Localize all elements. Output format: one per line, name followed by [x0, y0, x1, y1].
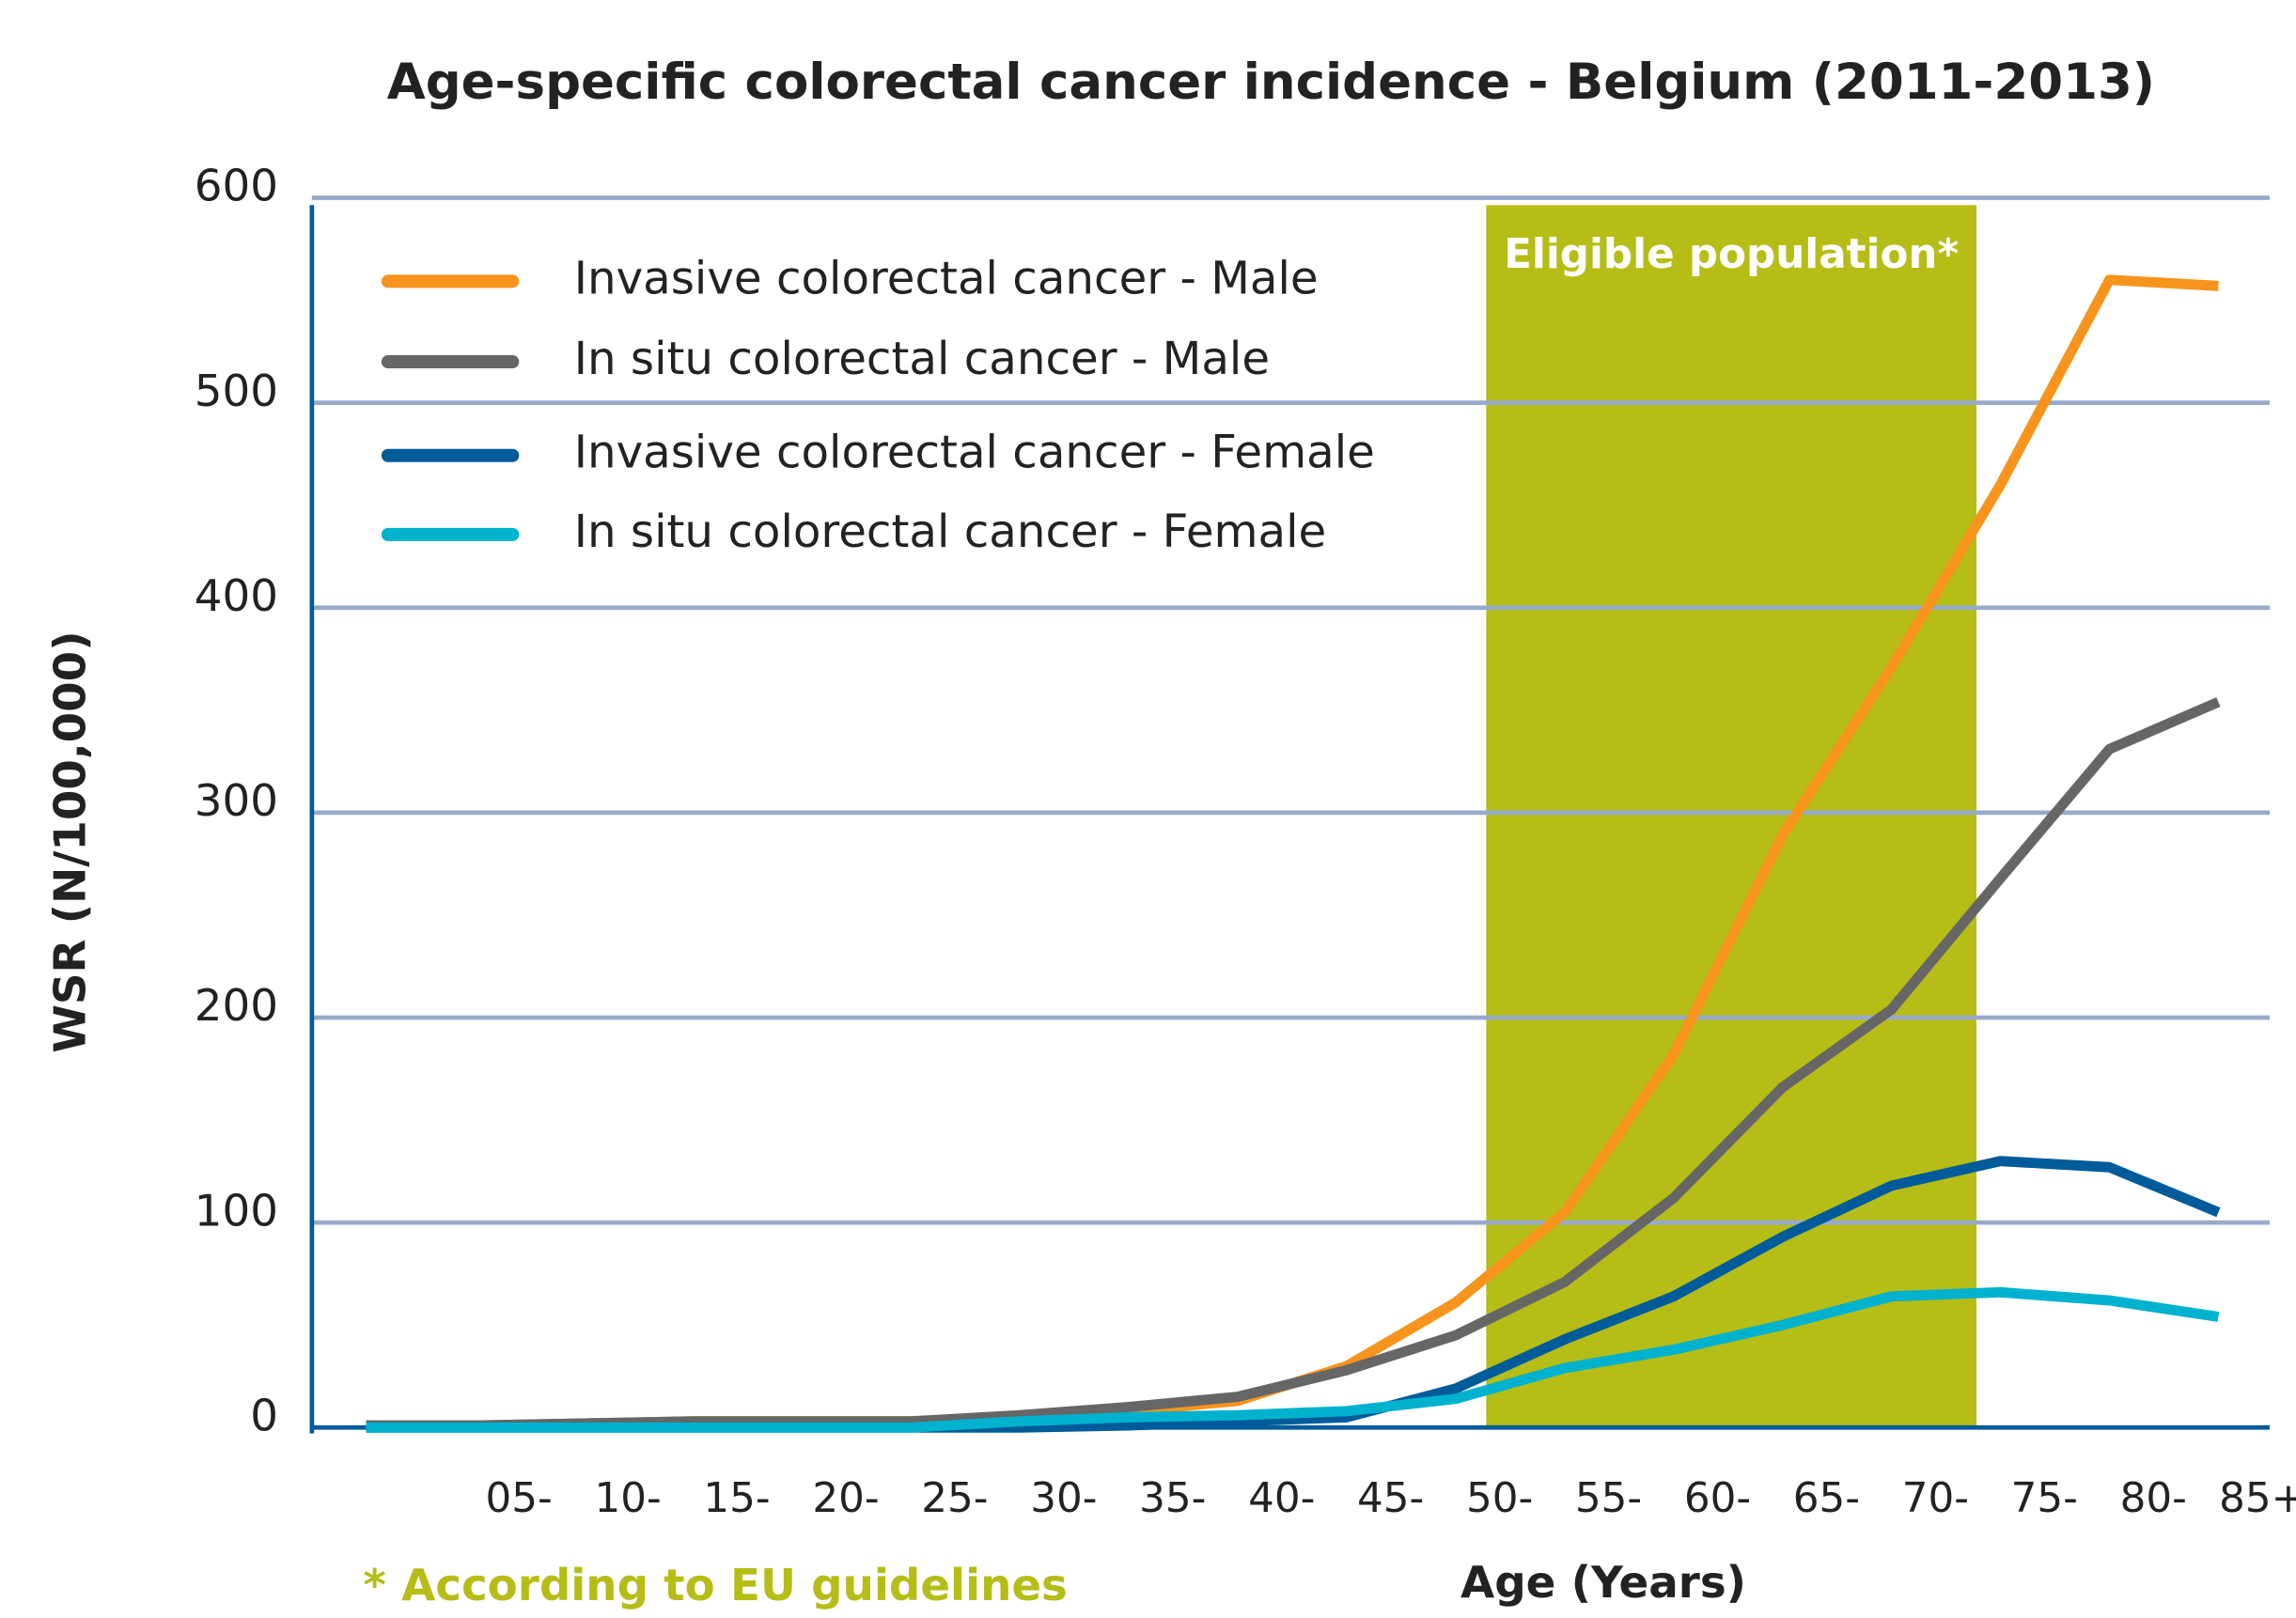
chart-title: Age-specific colorectal cancer incidence… — [387, 54, 2155, 111]
legend-label: In situ colorectal cancer - Female — [574, 506, 1327, 558]
x-tick-label: 60- — [1684, 1475, 1751, 1522]
y-tick-label: 400 — [195, 571, 278, 622]
y-tick-label: 300 — [195, 776, 278, 827]
series-line — [366, 697, 2221, 1431]
x-axis-label: Age (Years) — [1460, 1558, 1746, 1609]
x-tick-label: 75- — [2011, 1475, 2078, 1522]
x-tick-label: 45- — [1357, 1475, 1424, 1522]
x-tick-label: 40- — [1248, 1475, 1315, 1522]
x-tick-label: 05- — [486, 1475, 553, 1522]
legend-label: Invasive colorectal cancer - Female — [574, 427, 1375, 479]
x-tick-label: 70- — [1902, 1475, 1969, 1522]
x-tick-label: 15- — [703, 1475, 770, 1522]
legend-label: In situ colorectal cancer - Male — [574, 333, 1270, 385]
highlight-band — [1486, 205, 1977, 1428]
y-tick-label: 100 — [195, 1186, 278, 1237]
highlight-label: Eligible population* — [1504, 231, 1959, 278]
x-tick-label: 20- — [812, 1475, 879, 1522]
x-tick-label: 50- — [1466, 1475, 1533, 1522]
x-tick-label: 25- — [921, 1475, 988, 1522]
x-tick-label: 30- — [1030, 1475, 1097, 1522]
x-tick-label: 10- — [595, 1475, 662, 1522]
y-tick-label: 600 — [195, 162, 278, 212]
y-axis-label: WSR (N/100,000) — [45, 630, 96, 1052]
x-tick-label: 80- — [2120, 1475, 2187, 1522]
y-tick-label: 500 — [195, 366, 278, 417]
legend-label: Invasive colorectal cancer - Male — [574, 252, 1319, 304]
x-tick-label: 35- — [1139, 1475, 1206, 1522]
x-tick-label: 55- — [1575, 1475, 1642, 1522]
x-tick-label: 65- — [1793, 1475, 1860, 1522]
series-line — [366, 1286, 2220, 1433]
footnote: * According to EU guidelines — [363, 1561, 1067, 1611]
x-tick-label: 85+ — [2219, 1475, 2296, 1522]
y-tick-label: 200 — [195, 981, 278, 1032]
y-tick-label: 0 — [250, 1391, 278, 1441]
